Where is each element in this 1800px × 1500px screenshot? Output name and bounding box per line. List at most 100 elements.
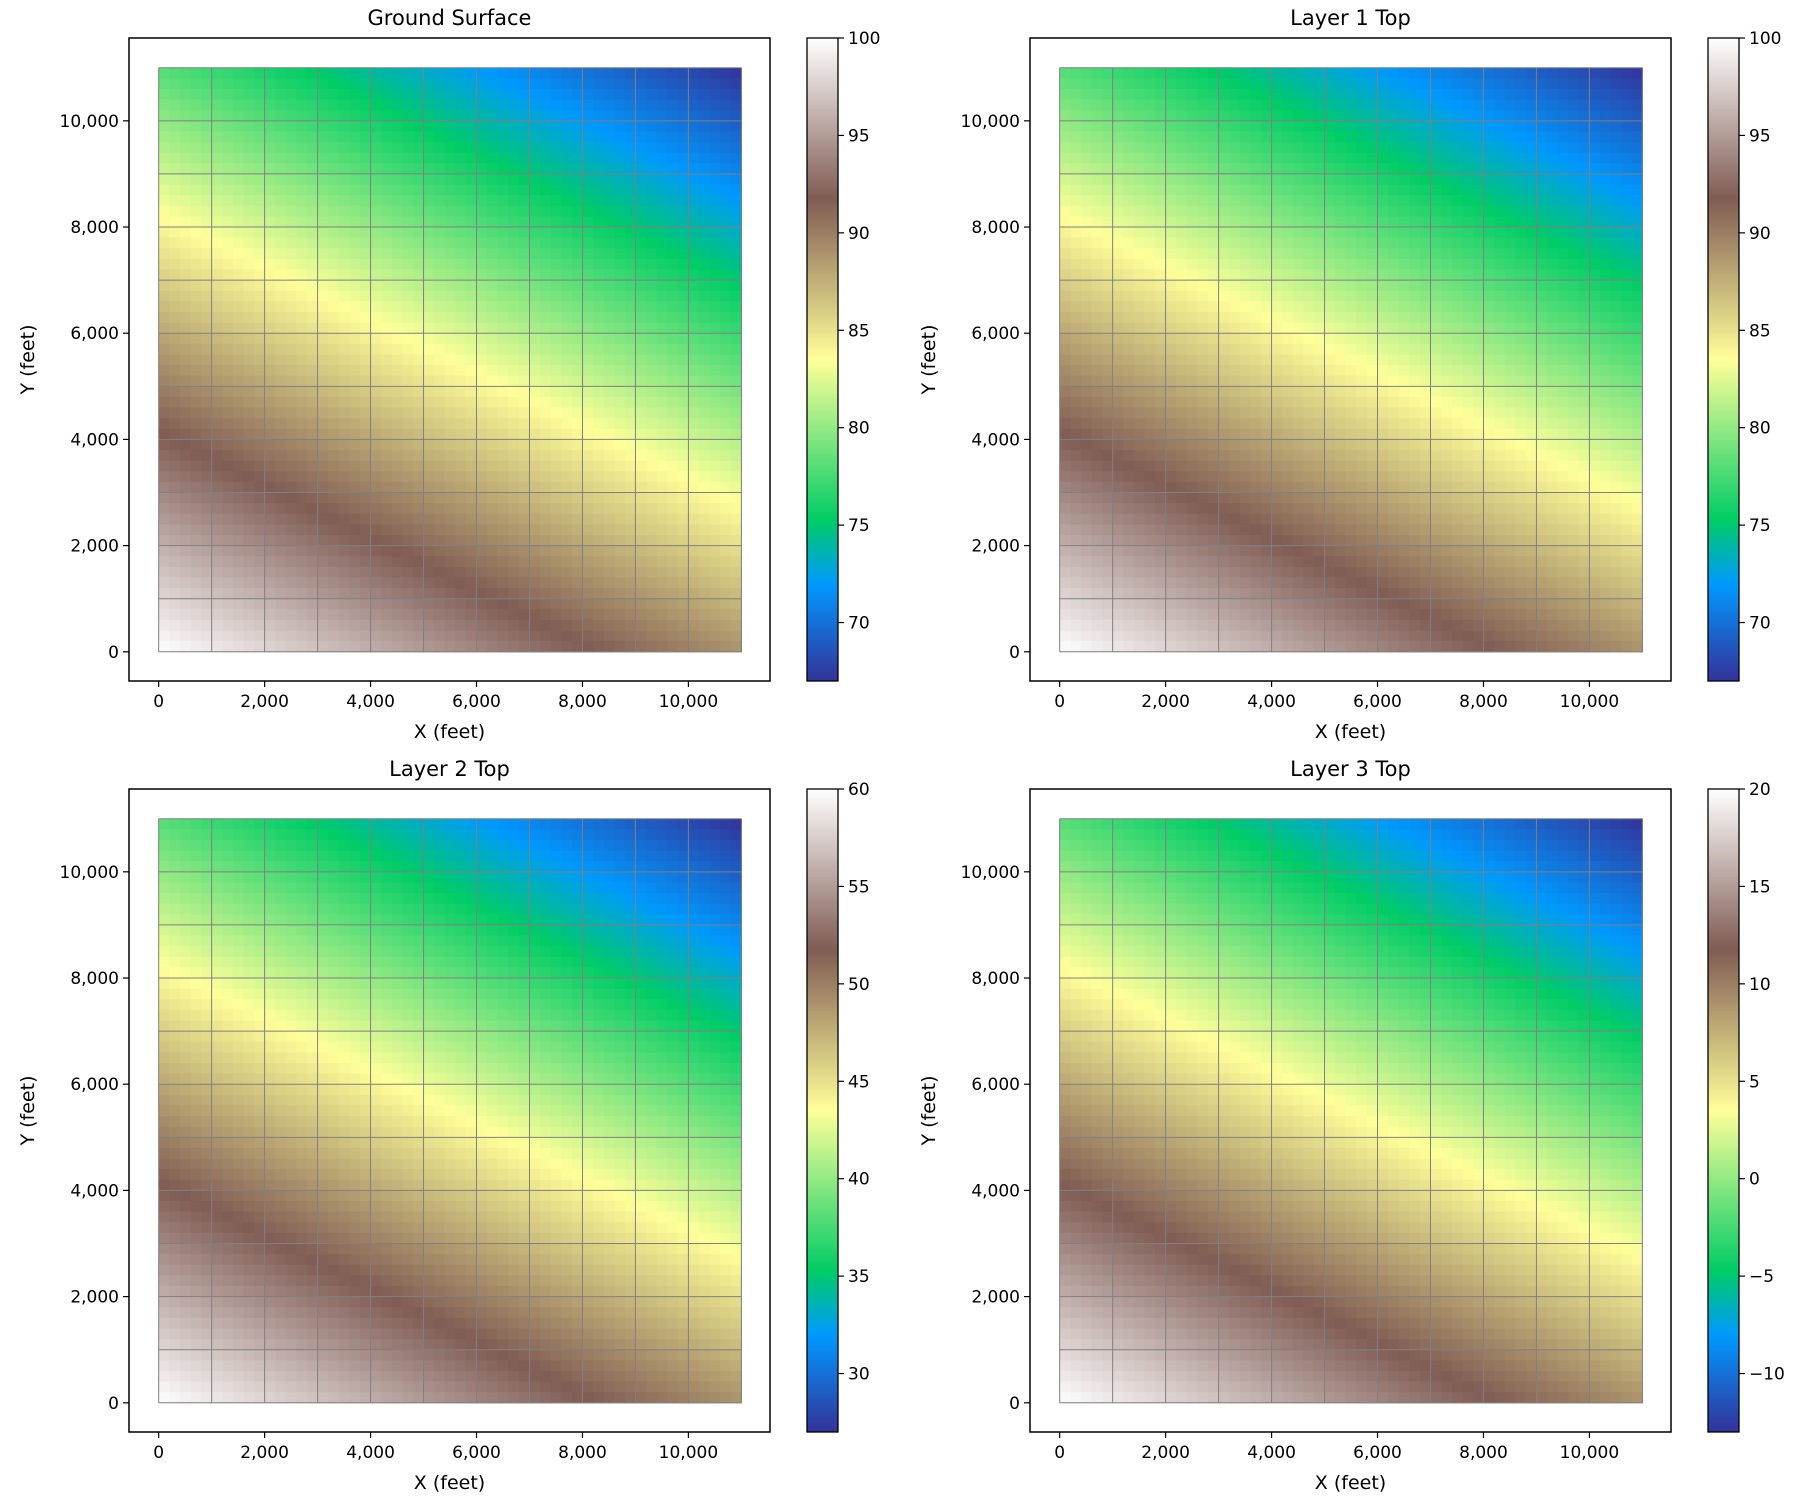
field-cell bbox=[1059, 269, 1071, 281]
field-cell bbox=[455, 152, 467, 164]
field-cell bbox=[306, 588, 319, 600]
field-cell bbox=[1547, 173, 1559, 186]
field-cell bbox=[1621, 311, 1633, 324]
field-cell bbox=[1377, 78, 1389, 90]
field-cell bbox=[222, 630, 234, 642]
field-cell bbox=[158, 227, 170, 239]
field-cell bbox=[529, 630, 541, 642]
field-cell bbox=[402, 184, 414, 196]
field-cell bbox=[1621, 110, 1633, 122]
field-cell bbox=[264, 142, 276, 154]
field-cell bbox=[1345, 131, 1357, 143]
field-cell bbox=[264, 439, 276, 451]
field-cell bbox=[296, 439, 308, 451]
field-cell bbox=[1197, 269, 1209, 281]
field-cell bbox=[465, 237, 478, 249]
field-cell bbox=[158, 428, 170, 441]
field-cell bbox=[391, 609, 403, 621]
field-cell bbox=[1631, 365, 1643, 377]
field-cell bbox=[529, 322, 541, 334]
field-cell bbox=[1091, 428, 1103, 441]
field-cell bbox=[296, 428, 308, 441]
field-cell bbox=[614, 131, 626, 143]
field-cell bbox=[709, 195, 721, 207]
field-cell bbox=[635, 375, 647, 387]
field-cell bbox=[275, 619, 287, 632]
field-cell bbox=[1176, 227, 1188, 239]
field-cell bbox=[306, 322, 319, 334]
field-cell bbox=[1589, 110, 1601, 122]
field-cell bbox=[1600, 258, 1612, 271]
field-cell bbox=[254, 428, 266, 441]
field-cell bbox=[338, 524, 350, 536]
field-cell bbox=[391, 598, 403, 610]
field-cell bbox=[571, 88, 584, 101]
field-cell bbox=[349, 88, 361, 101]
field-cell bbox=[593, 258, 605, 271]
field-cell bbox=[497, 428, 509, 441]
field-cell bbox=[1123, 78, 1135, 90]
field-cell bbox=[169, 588, 181, 600]
field-cell bbox=[699, 418, 711, 430]
field-cell bbox=[497, 290, 509, 302]
field-cell bbox=[1631, 88, 1643, 101]
field-cell bbox=[1419, 290, 1432, 302]
field-cell bbox=[677, 545, 690, 557]
field-cell bbox=[561, 67, 573, 79]
field-cell bbox=[561, 609, 573, 621]
field-cell bbox=[497, 67, 509, 79]
field-cell bbox=[1631, 248, 1643, 260]
field-cell bbox=[1292, 227, 1304, 239]
field-cell bbox=[275, 88, 287, 101]
field-cell bbox=[1176, 99, 1188, 111]
field-cell bbox=[338, 460, 350, 472]
field-cell bbox=[582, 195, 594, 207]
field-cell bbox=[275, 641, 287, 653]
field-cell bbox=[1398, 227, 1410, 239]
field-cell bbox=[561, 258, 573, 271]
field-cell bbox=[1494, 163, 1506, 175]
field-cell bbox=[529, 619, 541, 632]
field-cell bbox=[1441, 216, 1453, 228]
field-cell bbox=[1059, 418, 1071, 430]
field-cell bbox=[1525, 290, 1538, 302]
field-cell bbox=[550, 588, 562, 600]
field-cell bbox=[1345, 396, 1357, 409]
field-cell bbox=[603, 227, 615, 239]
field-cell bbox=[1631, 290, 1643, 302]
field-cell bbox=[1335, 269, 1347, 281]
field-cell bbox=[1568, 311, 1580, 324]
field-cell bbox=[1218, 216, 1230, 228]
field-cell bbox=[434, 258, 446, 271]
field-cell bbox=[1547, 152, 1559, 164]
field-cell bbox=[434, 375, 446, 387]
field-cell bbox=[1483, 375, 1495, 387]
field-cell bbox=[667, 216, 679, 228]
field-cell bbox=[1282, 173, 1294, 186]
field-cell bbox=[1610, 152, 1622, 164]
field-cell bbox=[1366, 248, 1379, 260]
field-cell bbox=[254, 99, 266, 111]
field-cell bbox=[1600, 322, 1612, 334]
field-cell bbox=[624, 110, 637, 122]
field-cell bbox=[1536, 258, 1548, 271]
field-cell bbox=[1610, 333, 1622, 345]
field-cell bbox=[275, 503, 287, 515]
field-cell bbox=[264, 471, 276, 483]
field-cell bbox=[1080, 428, 1093, 441]
field-cell bbox=[1102, 375, 1114, 387]
field-cell bbox=[1070, 195, 1082, 207]
field-cell bbox=[476, 577, 488, 589]
field-cell bbox=[677, 120, 690, 133]
field-cell bbox=[328, 227, 340, 239]
field-cell bbox=[1515, 258, 1527, 271]
field-cell bbox=[359, 88, 372, 101]
field-cell bbox=[1398, 88, 1410, 101]
field-cell bbox=[1155, 290, 1167, 302]
field-cell bbox=[635, 67, 647, 79]
field-cell bbox=[1547, 78, 1559, 90]
field-cell bbox=[1335, 386, 1347, 398]
field-cell bbox=[709, 216, 721, 228]
field-cell bbox=[423, 290, 435, 302]
field-cell bbox=[677, 152, 690, 164]
